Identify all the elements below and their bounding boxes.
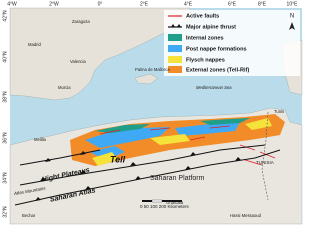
place-label: Madrid xyxy=(28,42,41,47)
place-label: Zaragoza xyxy=(72,19,90,24)
legend-label: Major alpine thrust xyxy=(186,24,236,30)
place-label: Bechar xyxy=(22,213,36,218)
place-label: Hassi Messaoud xyxy=(230,213,262,218)
place-label: Murcia xyxy=(58,85,71,90)
legend xyxy=(164,10,300,76)
active-faults xyxy=(99,125,276,166)
legend-symbol xyxy=(168,45,182,52)
lon-label: 8°E xyxy=(258,1,267,7)
thrusts xyxy=(14,144,281,206)
legend-symbol xyxy=(168,66,182,73)
legend-label: Internal zones xyxy=(186,35,224,41)
legend-symbol xyxy=(168,56,182,63)
region-label: Saharan Platform xyxy=(150,175,205,182)
scale-label: 0 50 100 200 Kilometers xyxy=(140,204,190,209)
legend-label: Flysch nappes xyxy=(186,57,225,63)
region-label: TUNISIA xyxy=(256,160,274,165)
place-label: Melilla xyxy=(34,137,47,142)
post-nappe xyxy=(85,127,170,148)
lat-label: 34°N xyxy=(2,172,8,184)
legend-symbol xyxy=(171,24,181,27)
lon-label: 4°E xyxy=(184,1,193,7)
lon-label: 2°E xyxy=(140,1,149,7)
lat-label: 32°N xyxy=(2,206,8,218)
place-label: Mediterranean Sea xyxy=(196,85,232,90)
border xyxy=(261,111,269,201)
island xyxy=(134,73,159,85)
lat-label: 38°N xyxy=(2,91,8,103)
legend-label: Active faults xyxy=(186,13,219,19)
map: Active faults Major alpine thrust Intern… xyxy=(2,1,303,225)
place-label: Tunis xyxy=(274,109,284,114)
north-label: N xyxy=(290,14,294,20)
lat-label: 36°N xyxy=(2,132,8,144)
lon-label: 0° xyxy=(98,1,103,7)
place-label: Palma de Mallorca xyxy=(135,67,170,72)
legend-symbol xyxy=(168,34,182,41)
scale-bar xyxy=(142,199,182,203)
place-label: Ghardaia xyxy=(166,200,184,205)
internal-zones xyxy=(95,124,150,133)
lat-label: 42°N xyxy=(2,10,8,22)
flysch xyxy=(92,152,118,166)
lon-label: 10°E xyxy=(287,1,299,7)
lon-label: 4°W xyxy=(7,1,17,7)
region-label: Atlas Mountains xyxy=(13,186,47,197)
post-nappe xyxy=(175,122,240,136)
flysch xyxy=(150,134,190,145)
legend-label: External zones (Tell-Rif) xyxy=(186,67,249,73)
flysch xyxy=(245,118,272,130)
north-arrow xyxy=(289,22,295,30)
legend-label: Post nappe formations xyxy=(186,46,247,52)
region-label: Tell xyxy=(110,154,126,164)
place-label: Valencia xyxy=(70,59,86,64)
lon-label: 2°W xyxy=(49,1,59,7)
lon-label: 6°E xyxy=(228,1,237,7)
lat-label: 40°N xyxy=(2,51,8,63)
internal-zones xyxy=(200,118,250,125)
thrust-teeth xyxy=(35,151,241,201)
